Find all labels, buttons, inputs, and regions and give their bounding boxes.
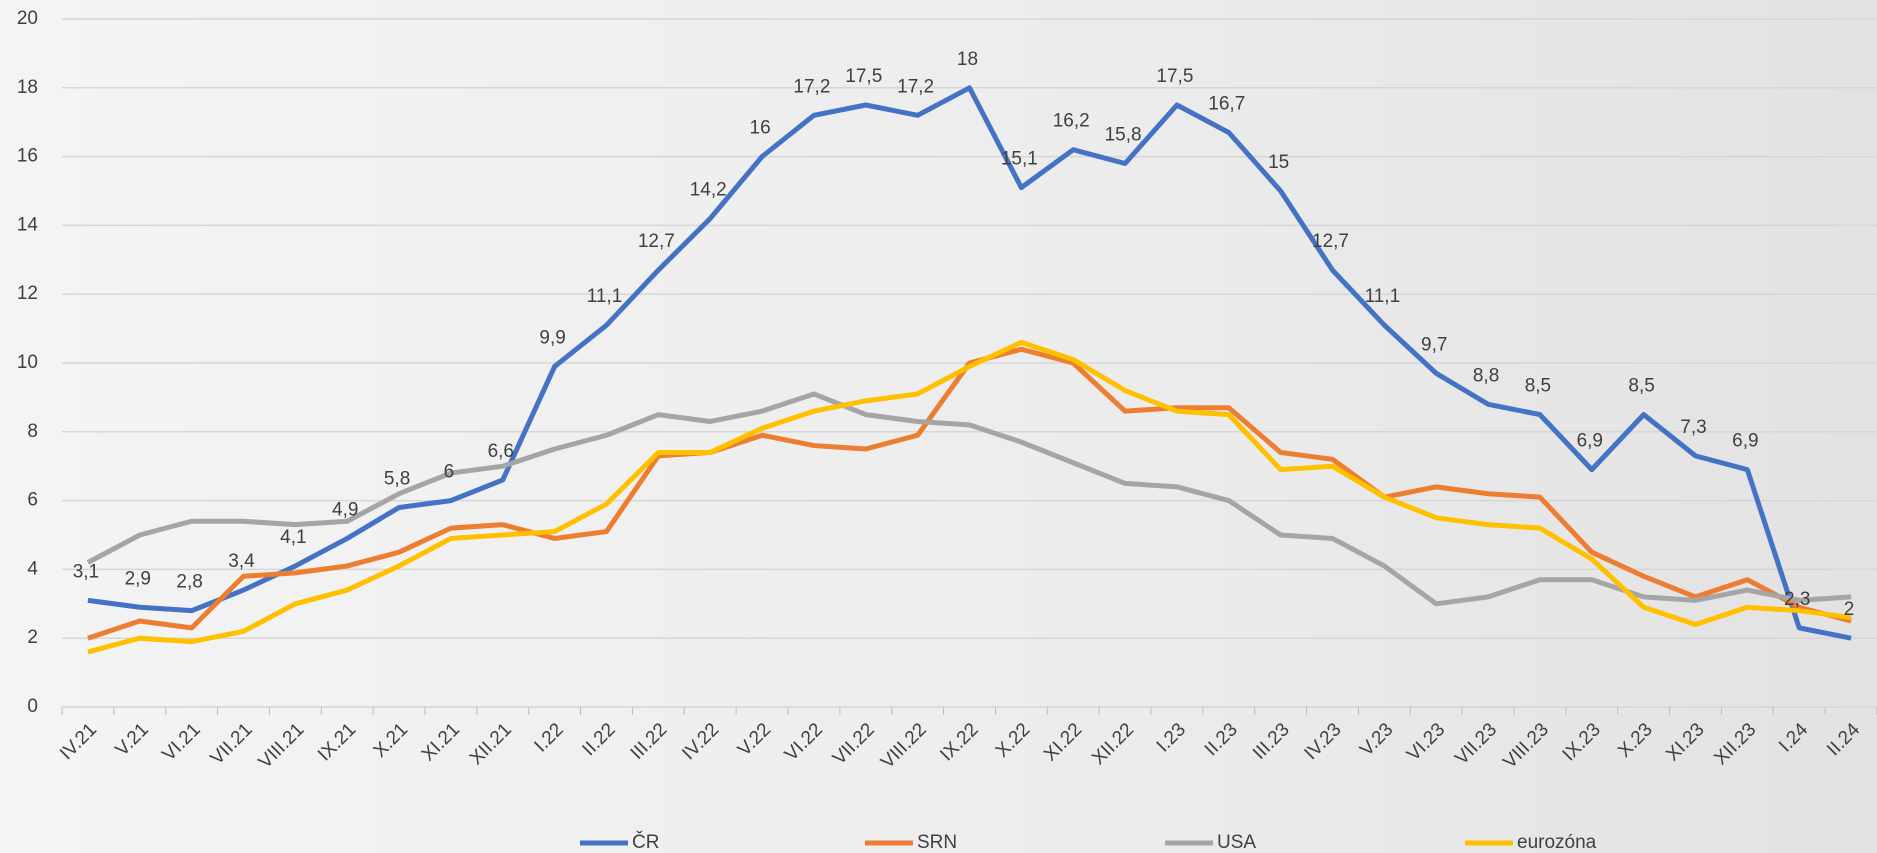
data-label: 11,1 [1365,286,1401,307]
data-label: 16,2 [1053,111,1090,132]
data-label: 12,7 [638,231,675,252]
series-line [88,349,1851,638]
x-tick-label: IV.21 [56,719,101,764]
x-tick-label: II.23 [1201,719,1242,760]
x-tick-label: VI.23 [1403,719,1449,765]
x-tick-label: IX.23 [1559,719,1605,765]
x-tick-label: III.22 [627,719,672,764]
legend-label: eurozóna [1517,832,1597,853]
x-tick-label: IV.23 [1301,719,1346,764]
x-tick-label: XI.23 [1662,719,1708,765]
data-label: 8,5 [1628,376,1654,397]
data-label: 3,4 [228,551,255,572]
y-tick-label: 2 [27,627,38,648]
x-tick-label: VII.22 [829,719,879,769]
x-tick-label: VIII.23 [1499,719,1553,773]
x-tick-label: IV.22 [678,719,723,764]
x-tick-label: XII.22 [1088,719,1138,769]
y-tick-label: 12 [17,283,38,304]
y-tick-label: 16 [17,146,38,167]
x-tick-label: X.22 [992,719,1034,761]
x-tick-label: XII.21 [466,719,516,769]
x-tick-label: III.23 [1249,719,1294,764]
x-tick-label: I.24 [1775,719,1813,757]
data-label: 2,3 [1784,589,1810,610]
y-tick-label: 0 [27,696,38,717]
data-label: 9,9 [539,327,565,348]
data-label: 16,7 [1208,94,1245,115]
x-tick-label: VIII.21 [255,719,309,773]
data-label: 17,2 [793,76,830,97]
data-label: 15 [1268,152,1289,173]
y-tick-label: 14 [17,214,39,235]
x-tick-label: VII.23 [1451,719,1501,769]
data-label: 6,6 [488,441,514,462]
data-label: 18 [957,49,978,70]
data-label: 6,9 [1732,431,1758,452]
data-label: 4,9 [332,499,358,520]
data-label: 8,5 [1525,376,1551,397]
data-label: 12,7 [1312,231,1349,252]
data-label: 17,2 [897,76,934,97]
y-tick-label: 6 [27,490,38,511]
x-tick-label: XI.22 [1040,719,1086,765]
series-line [88,342,1851,652]
data-label: 8,8 [1473,365,1499,386]
y-tick-label: 8 [27,421,38,442]
data-label: 6,9 [1577,431,1603,452]
data-label: 15,8 [1105,124,1142,145]
chart: 02468101214161820IV.21V.21VI.21VII.21VII… [0,0,1877,853]
x-tick-label: V.22 [734,719,775,760]
x-tick-label: I.23 [1153,719,1190,756]
x-tick-label: II.24 [1823,719,1864,760]
data-label: 6 [444,462,455,483]
data-label: 4,1 [280,527,306,548]
x-tick-label: X.21 [370,719,412,761]
data-label: 7,3 [1680,417,1706,438]
data-label: 16 [750,118,771,139]
x-tick-label: VII.21 [207,719,257,769]
data-label: 5,8 [384,468,410,489]
legend-label: USA [1217,832,1256,853]
data-label: 17,5 [845,66,882,87]
y-tick-label: 10 [17,352,38,373]
data-label: 2 [1844,599,1855,620]
data-label: 17,5 [1156,66,1193,87]
x-tick-label: XII.23 [1710,719,1760,769]
x-tick-label: XI.21 [418,719,464,765]
data-label: 2,8 [176,572,202,593]
x-tick-label: II.22 [579,719,620,760]
data-label: 9,7 [1421,334,1447,355]
y-tick-label: 18 [17,77,38,98]
x-tick-label: V.23 [1356,719,1397,760]
x-tick-label: I.22 [530,719,567,756]
legend-label: SRN [917,832,957,853]
x-tick-label: V.21 [112,719,153,760]
y-tick-label: 20 [17,8,38,29]
legend-label: ČR [632,831,659,853]
x-tick-label: VI.22 [781,719,827,765]
x-tick-label: IX.22 [936,719,982,765]
y-tick-label: 4 [27,558,38,579]
data-label: 14,2 [690,180,727,201]
x-tick-label: VI.21 [158,719,204,765]
x-tick-label: VIII.22 [877,719,931,773]
data-label: 11,1 [587,286,623,307]
data-label: 2,9 [125,568,151,589]
x-tick-label: IX.21 [314,719,360,765]
data-label: 3,1 [73,561,99,582]
x-tick-label: X.23 [1614,719,1656,761]
data-label: 15,1 [1001,149,1038,170]
